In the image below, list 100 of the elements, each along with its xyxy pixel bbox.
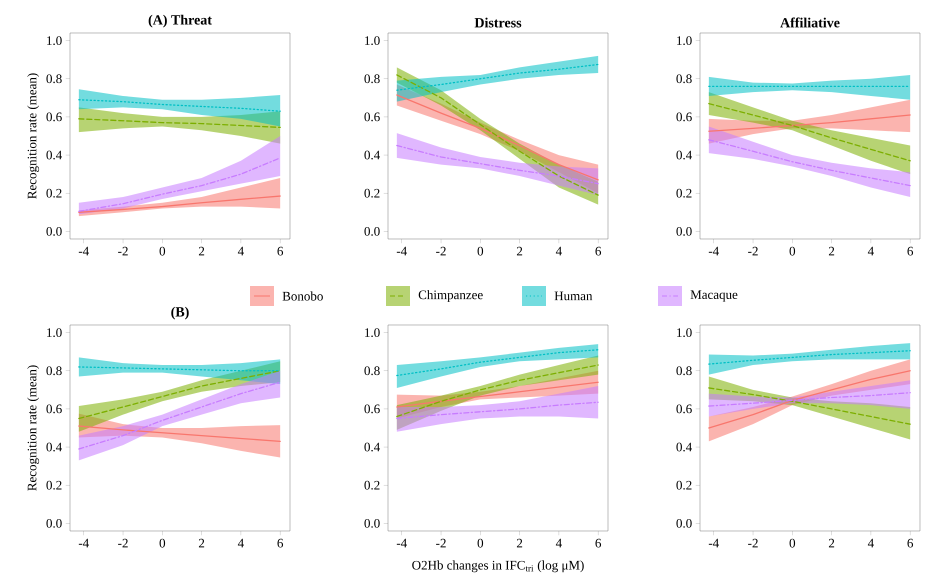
x-tick-label: 0 [790,538,796,548]
y-tick-label: 0.2 [676,188,692,198]
line-series [708,387,911,425]
x-tick-label: 0 [790,246,796,256]
y-tick-label: 0.6 [676,404,692,414]
x-tick-label: 4 [868,538,874,548]
line-series [708,139,911,186]
y-tick-label: 0.8 [46,366,62,376]
x-tick-label: -2 [436,246,446,256]
y-tick-label: 0.4 [676,442,692,452]
chart-title: Distress [474,18,522,28]
y-tick-label: 0.0 [676,518,692,528]
x-tick-label: 6 [907,538,914,548]
chart-title: (A) Threat [148,14,212,28]
y-tick-label: 1.0 [365,36,380,46]
y-tick-label: 0.8 [676,366,692,376]
x-tick-label: 0 [160,246,166,256]
y-tick-label: 0.0 [364,518,380,528]
legend-label: Bonobo [282,291,323,301]
line-series [78,99,281,112]
x-tick-label: -4 [78,538,89,548]
y-tick-label: 0.4 [364,150,380,160]
chart-title: Affiliative [780,17,840,28]
x-tick-label: -4 [78,246,89,256]
line-series [396,382,599,408]
line-series [78,195,281,213]
x-tick-label: -2 [118,246,128,256]
y-tick-label: 0.4 [364,442,380,452]
x-tick-label: 2 [198,246,204,256]
line-series [396,144,599,184]
x-tick-label: 4 [238,246,244,256]
line-series [396,94,599,181]
legend-label: Chimpanzee [418,290,483,302]
legend-label: Macaque [690,290,738,302]
y-tick-label: 0.6 [46,404,62,414]
y-tick-label: 0.2 [364,188,380,198]
y-tick-label: 0.6 [676,112,692,122]
line-series [708,114,911,132]
y-tick-label: 0.2 [46,480,62,490]
y-tick-label: 0.6 [46,112,62,122]
y-tick-label: 1.0 [47,36,62,46]
line-series [78,425,281,442]
y-tick-label: 0.2 [46,188,62,198]
line-series [78,370,281,420]
y-tick-label: 0.8 [364,366,380,376]
y-tick-label: 1.0 [365,328,380,338]
legend-label: Human [554,292,592,300]
x-tick-label: -4 [708,538,719,548]
y-tick-label: 0.8 [46,74,62,84]
x-tick-label: 6 [595,538,602,548]
y-tick-label: 0.4 [46,442,62,452]
x-tick-label: -2 [748,246,758,256]
x-tick-label: 6 [277,246,284,256]
line-series [78,382,281,450]
y-axis-title: Recognition rate (mean) [27,73,40,199]
line-series [708,102,911,162]
line-series [78,118,281,128]
y-tick-label: 1.0 [677,36,692,46]
x-tick-label: 2 [198,538,204,548]
x-tick-label: 4 [238,538,244,548]
y-tick-label: 0.6 [364,404,380,414]
x-tick-label: 2 [516,246,522,256]
chart-title: (B) [171,306,189,320]
x-tick-label: -4 [708,246,719,256]
x-tick-label: 2 [516,538,522,548]
x-tick-label: -2 [436,538,446,548]
y-tick-label: 0.2 [676,480,692,490]
x-tick-label: 4 [556,246,562,256]
y-tick-label: 0.4 [46,150,62,160]
line-series [708,392,911,407]
x-tick-label: 6 [595,246,602,256]
line-series [78,157,281,212]
x-tick-label: -4 [396,246,407,256]
y-tick-label: 0.6 [364,112,380,122]
line-series [396,402,599,420]
y-tick-label: 0.0 [676,226,692,236]
x-tick-label: 4 [556,538,562,548]
x-tick-label: 0 [478,246,484,256]
x-axis-title: O2Hb changes in IFC$_{tri}$ (log μM) [412,560,584,572]
x-tick-label: -4 [396,538,407,548]
x-tick-label: -2 [118,538,128,548]
y-tick-label: 0.0 [46,518,62,528]
x-tick-label: 4 [868,246,874,256]
y-tick-label: 0.8 [676,74,692,84]
line-series [708,350,911,365]
y-tick-label: 0.0 [46,226,62,236]
y-tick-label: 1.0 [47,328,62,338]
line-series [396,64,599,91]
y-tick-label: 0.0 [364,226,380,236]
x-tick-label: 0 [160,538,166,548]
y-tick-label: 0.8 [364,74,380,84]
y-tick-label: 0.2 [364,480,380,490]
x-tick-label: 6 [907,246,914,256]
y-tick-label: 1.0 [677,328,692,338]
x-tick-label: 2 [828,246,834,256]
y-tick-label: 0.4 [676,150,692,160]
y-axis-title: Recognition rate (mean) [27,365,40,491]
x-tick-label: 6 [277,538,284,548]
x-tick-label: 2 [828,538,834,548]
line-series [396,349,599,376]
